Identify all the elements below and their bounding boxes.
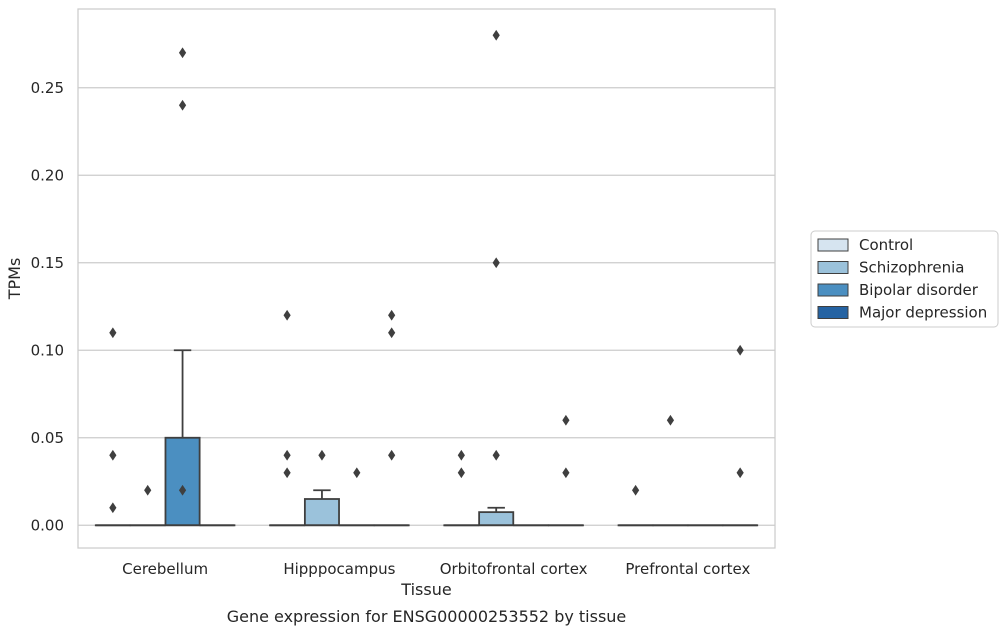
y-tick-labels: 0.00 0.05 0.10 0.15 0.20 0.25 bbox=[31, 79, 64, 535]
outlier-point bbox=[736, 344, 744, 356]
outlier-point bbox=[178, 484, 187, 496]
outlier-point bbox=[109, 327, 117, 339]
outliers-layer bbox=[109, 29, 744, 514]
boxes-layer bbox=[94, 349, 759, 527]
legend-item: Bipolar disorder bbox=[817, 281, 979, 299]
outlier-point bbox=[318, 449, 326, 461]
outlier-point bbox=[283, 449, 291, 461]
outlier-point bbox=[457, 467, 465, 479]
x-tick-labels: Cerebellum Hipppocampus Orbitofrontal cort… bbox=[122, 560, 750, 578]
legend-item: Major depression bbox=[817, 304, 987, 322]
x-tick-label: Orbitofrontal cortex bbox=[440, 560, 588, 578]
x-tick-label: Cerebellum bbox=[122, 560, 208, 578]
outlier-point bbox=[283, 309, 291, 321]
outlier-point bbox=[388, 309, 396, 321]
outlier-point bbox=[457, 449, 465, 461]
plot-frame bbox=[77, 8, 776, 549]
outlier-point bbox=[178, 47, 187, 59]
chart-caption: Gene expression for ENSG00000253552 by t… bbox=[227, 607, 627, 626]
box-body bbox=[164, 436, 201, 527]
y-tick-label: 0.25 bbox=[31, 79, 64, 97]
x-tick-label: Hipppocampus bbox=[283, 560, 395, 578]
box-schizophrenia bbox=[478, 506, 515, 527]
y-tick-label: 0.00 bbox=[31, 516, 64, 534]
outlier-point bbox=[353, 467, 361, 479]
box-body bbox=[478, 511, 515, 527]
x-axis-label: Tissue bbox=[400, 580, 451, 599]
legend-label: Control bbox=[859, 236, 913, 254]
outlier-point bbox=[736, 467, 744, 479]
legend-item: Schizophrenia bbox=[817, 259, 964, 277]
legend-frame bbox=[810, 230, 999, 328]
outlier-point bbox=[562, 467, 570, 479]
legend-swatch bbox=[817, 261, 849, 274]
outlier-point bbox=[178, 99, 187, 111]
outlier-point bbox=[109, 449, 117, 461]
outlier-point bbox=[562, 414, 570, 426]
y-tick-label: 0.20 bbox=[31, 166, 64, 184]
box-bipolar-disorder bbox=[164, 349, 201, 527]
legend-swatch bbox=[817, 238, 849, 252]
outlier-point bbox=[666, 414, 675, 426]
outlier-point bbox=[492, 449, 500, 461]
legend-item: Control bbox=[817, 236, 913, 254]
legend: Control Schizophrenia Bipolar disorder Majo… bbox=[810, 230, 999, 328]
legend-swatch bbox=[817, 306, 849, 319]
outlier-point bbox=[388, 327, 396, 339]
outlier-point bbox=[283, 467, 291, 479]
legend-label: Bipolar disorder bbox=[859, 281, 979, 299]
outlier-point bbox=[632, 484, 640, 496]
outlier-point bbox=[492, 257, 500, 269]
outlier-point bbox=[492, 29, 500, 41]
y-axis-label: TPMs bbox=[5, 258, 24, 301]
y-tick-label: 0.10 bbox=[31, 341, 64, 359]
outlier-point bbox=[144, 484, 152, 496]
outlier-point bbox=[388, 449, 396, 461]
legend-swatch bbox=[817, 283, 849, 297]
y-tick-label: 0.05 bbox=[31, 429, 64, 447]
legend-label: Major depression bbox=[859, 304, 987, 322]
box-schizophrenia bbox=[303, 489, 340, 527]
x-tick-label: Prefrontal cortex bbox=[625, 560, 750, 578]
legend-label: Schizophrenia bbox=[859, 259, 964, 277]
box-body bbox=[303, 498, 340, 527]
outlier-point bbox=[109, 502, 117, 514]
y-tick-label: 0.15 bbox=[31, 254, 64, 272]
